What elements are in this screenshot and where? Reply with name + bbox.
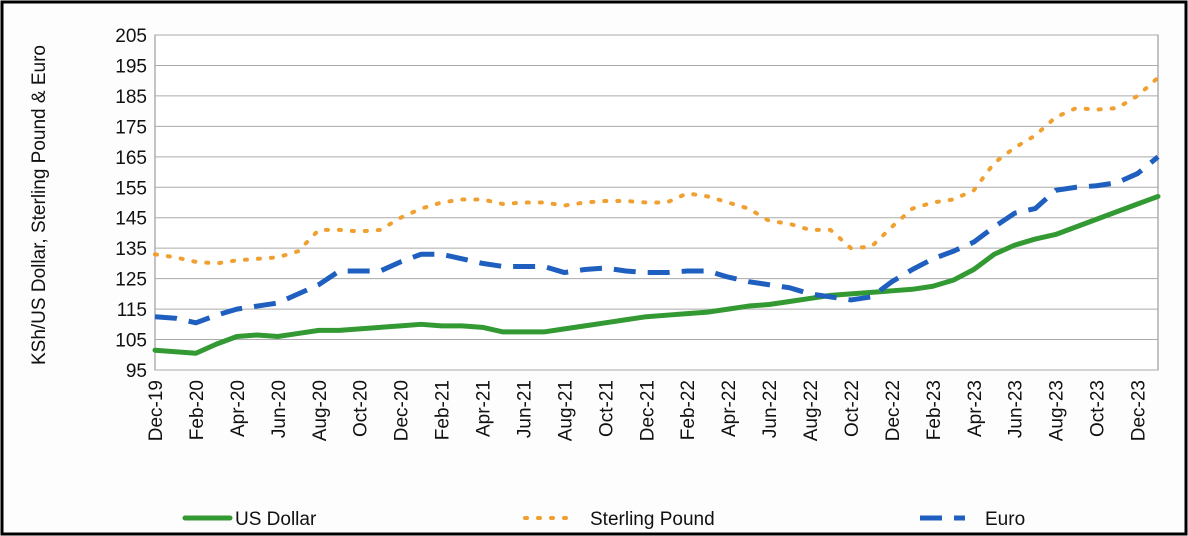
x-tick-label: Jun-23 xyxy=(1006,380,1027,438)
legend-label: US Dollar xyxy=(235,509,317,530)
x-tick-label: Aug-21 xyxy=(555,380,576,441)
series-line xyxy=(152,193,1161,356)
y-tick-label: 175 xyxy=(115,117,147,138)
x-tick-label: Aug-22 xyxy=(801,380,822,441)
x-tick-label: Jun-20 xyxy=(269,380,290,438)
x-tick-label: Jun-22 xyxy=(760,380,781,438)
x-tick-label: Oct-21 xyxy=(596,380,617,437)
y-tick-label: 125 xyxy=(115,270,147,291)
x-tick-label: Feb-23 xyxy=(924,380,945,440)
x-tick-label: Aug-20 xyxy=(310,380,331,441)
y-tick-label: 145 xyxy=(115,209,147,230)
x-tick-label: Dec-21 xyxy=(637,380,658,441)
legend-label: Euro xyxy=(985,509,1025,530)
x-tick-label: Dec-22 xyxy=(883,380,904,441)
x-tick-label: Feb-21 xyxy=(433,380,454,440)
series-line xyxy=(153,75,1160,266)
y-tick-label: 195 xyxy=(115,56,147,77)
x-tick-label: Dec-19 xyxy=(146,380,167,441)
x-tick-label: Apr-23 xyxy=(965,380,986,437)
y-tick-label: 185 xyxy=(115,87,147,108)
series-line xyxy=(154,154,1160,326)
x-tick-label: Dec-20 xyxy=(392,380,413,441)
x-tick-label: Apr-20 xyxy=(228,380,249,437)
y-axis-label: KSh/US Dollar, Sterling Pound & Euro xyxy=(29,45,50,366)
x-tick-label: Aug-23 xyxy=(1047,380,1068,441)
y-tick-label: 155 xyxy=(115,178,147,199)
x-tick-label: Oct-23 xyxy=(1088,380,1109,437)
x-tick-label: Dec-23 xyxy=(1129,380,1150,441)
x-tick-label: Oct-20 xyxy=(351,380,372,437)
y-tick-label: 105 xyxy=(115,331,147,352)
y-tick-label: 135 xyxy=(115,239,147,260)
legend-label: Sterling Pound xyxy=(590,509,715,530)
y-tick-label: 95 xyxy=(126,361,147,382)
x-tick-label: Jun-21 xyxy=(514,380,535,438)
y-tick-label: 115 xyxy=(117,300,147,321)
y-tick-label: 205 xyxy=(115,26,147,47)
x-tick-label: Oct-22 xyxy=(842,380,863,437)
y-tick-label: 165 xyxy=(115,148,147,169)
x-tick-label: Feb-22 xyxy=(678,380,699,440)
x-tick-label: Apr-21 xyxy=(474,380,495,437)
x-tick-label: Apr-22 xyxy=(719,380,740,437)
x-tick-label: Feb-20 xyxy=(187,380,208,440)
